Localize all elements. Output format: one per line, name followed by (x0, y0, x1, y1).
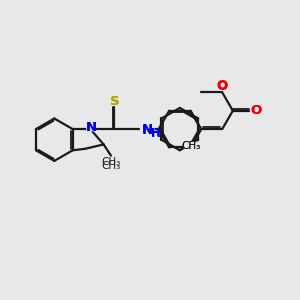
Text: CH₃: CH₃ (182, 141, 201, 151)
Text: O: O (250, 104, 261, 117)
FancyBboxPatch shape (218, 82, 227, 91)
Text: N: N (85, 121, 97, 134)
Text: S: S (110, 94, 119, 108)
Text: CH₃: CH₃ (102, 161, 121, 171)
Text: O: O (250, 104, 261, 117)
Text: N: N (142, 123, 153, 136)
FancyBboxPatch shape (104, 158, 118, 166)
Text: O: O (217, 80, 228, 93)
FancyBboxPatch shape (184, 142, 199, 149)
FancyBboxPatch shape (110, 97, 119, 106)
Text: CH₃: CH₃ (182, 141, 201, 151)
Text: N: N (142, 124, 153, 137)
FancyBboxPatch shape (251, 106, 260, 115)
Text: N: N (85, 121, 97, 134)
FancyBboxPatch shape (86, 123, 96, 131)
Text: S: S (110, 94, 119, 108)
Text: O: O (217, 80, 228, 92)
Text: H: H (151, 128, 160, 138)
Text: H: H (151, 127, 161, 140)
Text: CH₃: CH₃ (102, 157, 121, 167)
FancyBboxPatch shape (140, 126, 155, 135)
